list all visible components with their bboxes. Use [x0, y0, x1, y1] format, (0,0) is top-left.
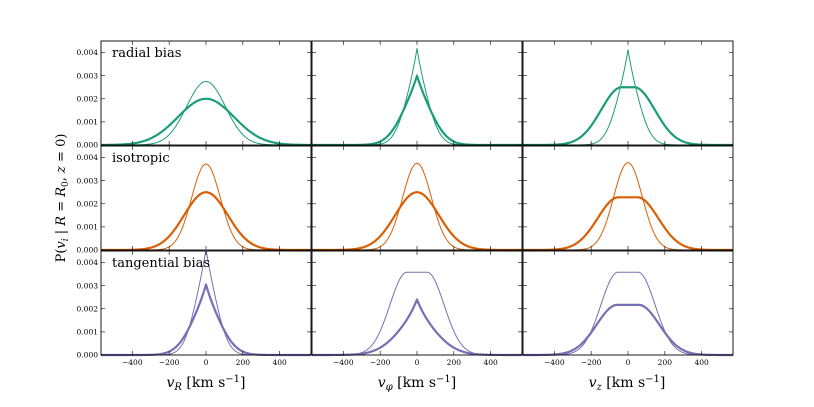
series-line-thick — [100, 283, 312, 357]
x-tick-label: 0 — [626, 358, 631, 367]
series-line-thick — [311, 298, 523, 357]
series-line-thin — [523, 162, 733, 251]
panel-radial-bias-vphi — [311, 40, 523, 147]
panel-tangential-bias-vz: −400 −200 0 200 400 — [522, 250, 734, 367]
y-tick-label: 0.004 — [77, 258, 99, 267]
series-line-thick — [522, 196, 734, 252]
y-tick-label: 0.001 — [77, 117, 98, 126]
panel-title: tangential bias — [112, 256, 210, 271]
series-line-thick — [311, 74, 523, 147]
panel-title: radial bias — [112, 46, 181, 61]
series-line-thick — [311, 191, 523, 252]
x-tick-label: 200 — [658, 358, 673, 367]
series-line-thick — [522, 86, 734, 147]
y-tick-label: 0.004 — [77, 153, 99, 162]
series-line-thin — [101, 80, 311, 146]
panel-frame — [311, 145, 523, 251]
x-tick-label: 200 — [447, 358, 462, 367]
series-line-thick — [100, 191, 312, 252]
x-tick-label: −400 — [122, 358, 143, 367]
y-tick-label: 0.002 — [77, 94, 99, 103]
x-tick-label: 400 — [273, 358, 288, 367]
series-line-thin — [312, 162, 522, 251]
series-line-thick — [100, 97, 312, 147]
y-tick-label: 0.003 — [77, 281, 99, 290]
y-tick-label: 0.001 — [77, 327, 98, 336]
y-tick-label: 0.001 — [77, 222, 98, 231]
x-tick-label: −400 — [544, 358, 565, 367]
x-tick-label: 200 — [236, 358, 251, 367]
panel-frame — [522, 250, 734, 356]
panel-frame — [311, 40, 523, 146]
y-tick-label: 0.000 — [77, 351, 99, 360]
y-tick-label: 0.000 — [77, 246, 99, 255]
y-tick-label: 0.000 — [77, 141, 99, 150]
series-line-thin — [523, 271, 733, 356]
series-line-thin — [312, 47, 522, 146]
series-line-thick — [522, 303, 734, 357]
panel-frame — [100, 40, 312, 146]
y-tick-label: 0.004 — [77, 48, 99, 57]
x-tick-label: 400 — [484, 358, 499, 367]
y-tick-label: 0.003 — [77, 176, 99, 185]
y-tick-label: 0.002 — [77, 304, 99, 313]
y-tick-label: 0.003 — [77, 71, 99, 80]
x-axis-label-vr: vR [km s−1] — [167, 374, 246, 393]
series-line-thin — [523, 49, 733, 146]
panel-radial-bias-vz — [522, 40, 734, 147]
x-tick-label: 400 — [695, 358, 710, 367]
x-tick-label: −200 — [370, 358, 391, 367]
panel-isotropic-vphi — [311, 145, 523, 252]
x-axis-label-vz: vz [km s−1] — [589, 374, 666, 393]
x-tick-label: 0 — [204, 358, 209, 367]
series-line-thin — [101, 163, 311, 251]
panel-radial-bias-vr: 0.000 0.001 0.002 0.003 0.004 radial bias — [77, 40, 312, 150]
y-tick-label: 0.002 — [77, 199, 99, 208]
panel-frame — [522, 145, 734, 251]
panel-tangential-bias-vphi: −400 −200 0 200 400 — [311, 250, 523, 367]
x-tick-label: 0 — [415, 358, 420, 367]
x-tick-label: −400 — [333, 358, 354, 367]
series-line-thin — [312, 271, 522, 356]
panel-frame — [100, 250, 312, 356]
panel-frame — [311, 250, 523, 356]
panel-frame — [522, 40, 734, 146]
panel-title: isotropic — [112, 151, 170, 166]
panel-isotropic-vz — [522, 145, 734, 252]
x-axis-label-vphi: vφ [km s−1] — [378, 374, 456, 393]
panel-tangential-bias-vr: −400 −200 0 200 400 0.000 0.001 0.002 0.003 0.004… — [77, 248, 312, 367]
x-tick-label: −200 — [159, 358, 180, 367]
panel-isotropic-vr: 0.000 0.001 0.002 0.003 0.004 isotropic — [77, 145, 312, 255]
x-tick-label: −200 — [581, 358, 602, 367]
y-axis-label: P(vi | R = R0, z = 0) — [54, 134, 71, 263]
